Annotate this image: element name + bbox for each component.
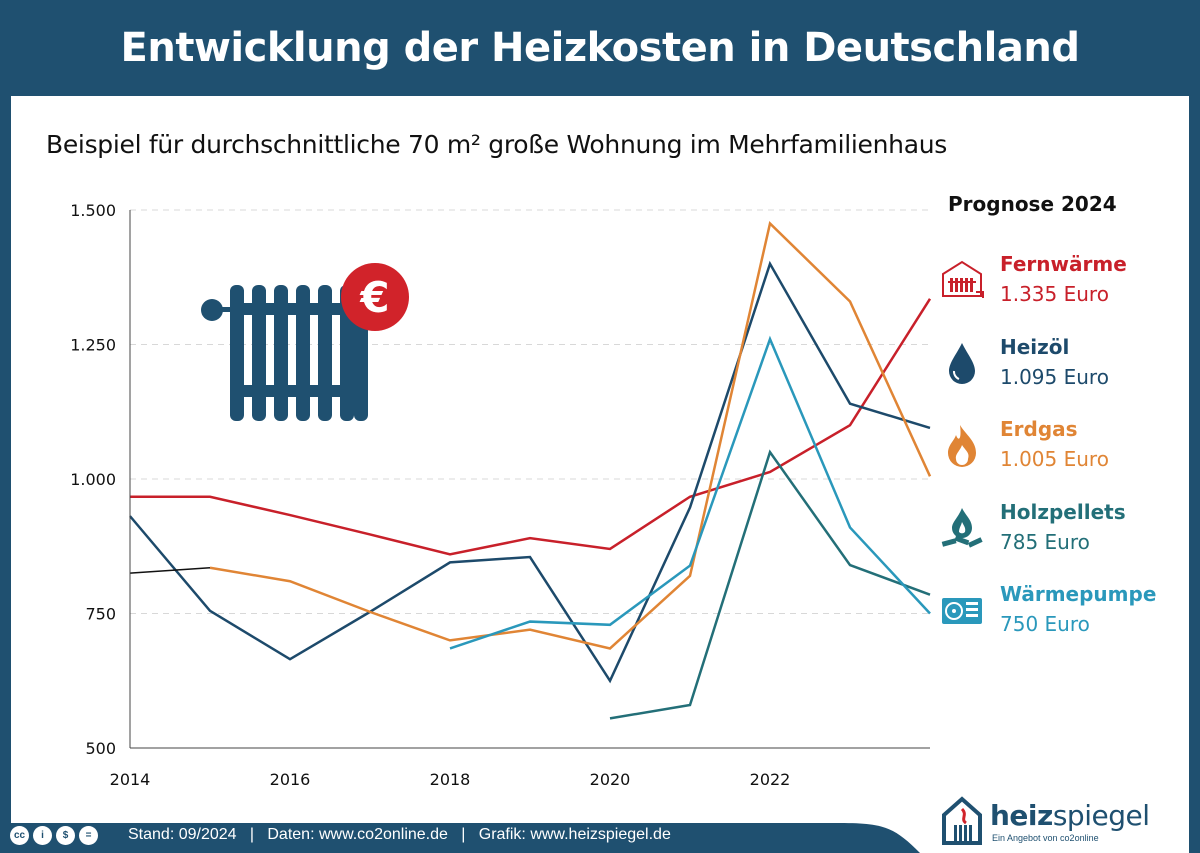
footer-credits: Stand: 09/2024 | Daten: www.co2online.de… [128, 826, 671, 843]
legend-name: Holzpellets [1000, 500, 1126, 524]
series-line-erdgas [209, 220, 932, 650]
page-title: Entwicklung der Heizkosten in Deutschlan… [120, 24, 1080, 71]
x-tick-label: 2014 [110, 770, 151, 789]
legend-item-heizoel: Heizöl 1.095 Euro [940, 335, 1180, 395]
content-panel [11, 96, 1189, 853]
chart-subtitle: Beispiel für durchschnittliche 70 m² gro… [46, 130, 947, 159]
house-radiator-icon [942, 796, 982, 845]
logo-wordmark: heizspiegel [990, 799, 1150, 832]
grid [130, 209, 930, 614]
y-tick-label: 1.250 [70, 336, 116, 355]
y-tick-label: 750 [85, 605, 116, 624]
y-tick-label: 1.000 [70, 470, 116, 489]
legend-title: Prognose 2024 [948, 192, 1117, 216]
footer-band [0, 823, 920, 853]
oil-drop-icon [949, 343, 975, 384]
legend-name: Wärmepumpe [1000, 582, 1157, 606]
legend-item-erdgas: Erdgas 1.005 Euro [940, 417, 1180, 477]
cc-by-icon: i [33, 826, 52, 845]
cc-icon: cc [10, 826, 29, 845]
legend-item-waermepumpe: Wärmepumpe 750 Euro [940, 582, 1180, 642]
x-tick-label: 2020 [590, 770, 631, 789]
license-icons: cc i $ = [10, 826, 98, 845]
heizspiegel-logo: heizspiegel Ein Angebot von co2online [940, 795, 1170, 850]
legend-name: Fernwärme [1000, 252, 1127, 276]
legend-value: 1.335 Euro [1000, 282, 1109, 306]
legend-value: 1.005 Euro [1000, 447, 1109, 471]
flame-icon [948, 425, 976, 467]
legend-value: 750 Euro [1000, 612, 1090, 636]
x-tick-label: 2016 [270, 770, 311, 789]
legend-item-fernwaerme: Fernwärme 1.335 Euro [940, 252, 1180, 312]
legend-name: Heizöl [1000, 335, 1070, 359]
x-tick-label: 2018 [430, 770, 471, 789]
series-line-heizoel [129, 260, 931, 684]
cc-nd-icon: = [79, 826, 98, 845]
radiator-euro-icon: € [201, 263, 409, 421]
header: Entwicklung der Heizkosten in Deutschlan… [0, 0, 1200, 95]
series-line-waermepumpe [449, 335, 931, 650]
wood-fire-icon [941, 508, 983, 548]
cc-nc-icon: $ [56, 826, 75, 845]
legend-name: Erdgas [1000, 417, 1078, 441]
series-line-fernwaerme [130, 298, 932, 556]
svg-text:€: € [359, 273, 389, 322]
series-line-unlabeled [129, 567, 211, 574]
y-tick-label: 1.500 [70, 201, 116, 220]
logo-tagline: Ein Angebot von co2online [992, 833, 1099, 843]
series-line-holzpellets [609, 449, 931, 720]
legend-item-holzpellets: Holzpellets 785 Euro [940, 500, 1180, 560]
legend-value: 785 Euro [1000, 530, 1090, 554]
district-heating-icon [942, 260, 984, 298]
x-tick-label: 2022 [750, 770, 791, 789]
heat-pump-icon [942, 598, 982, 624]
legend-value: 1.095 Euro [1000, 365, 1109, 389]
y-tick-label: 500 [85, 739, 116, 758]
